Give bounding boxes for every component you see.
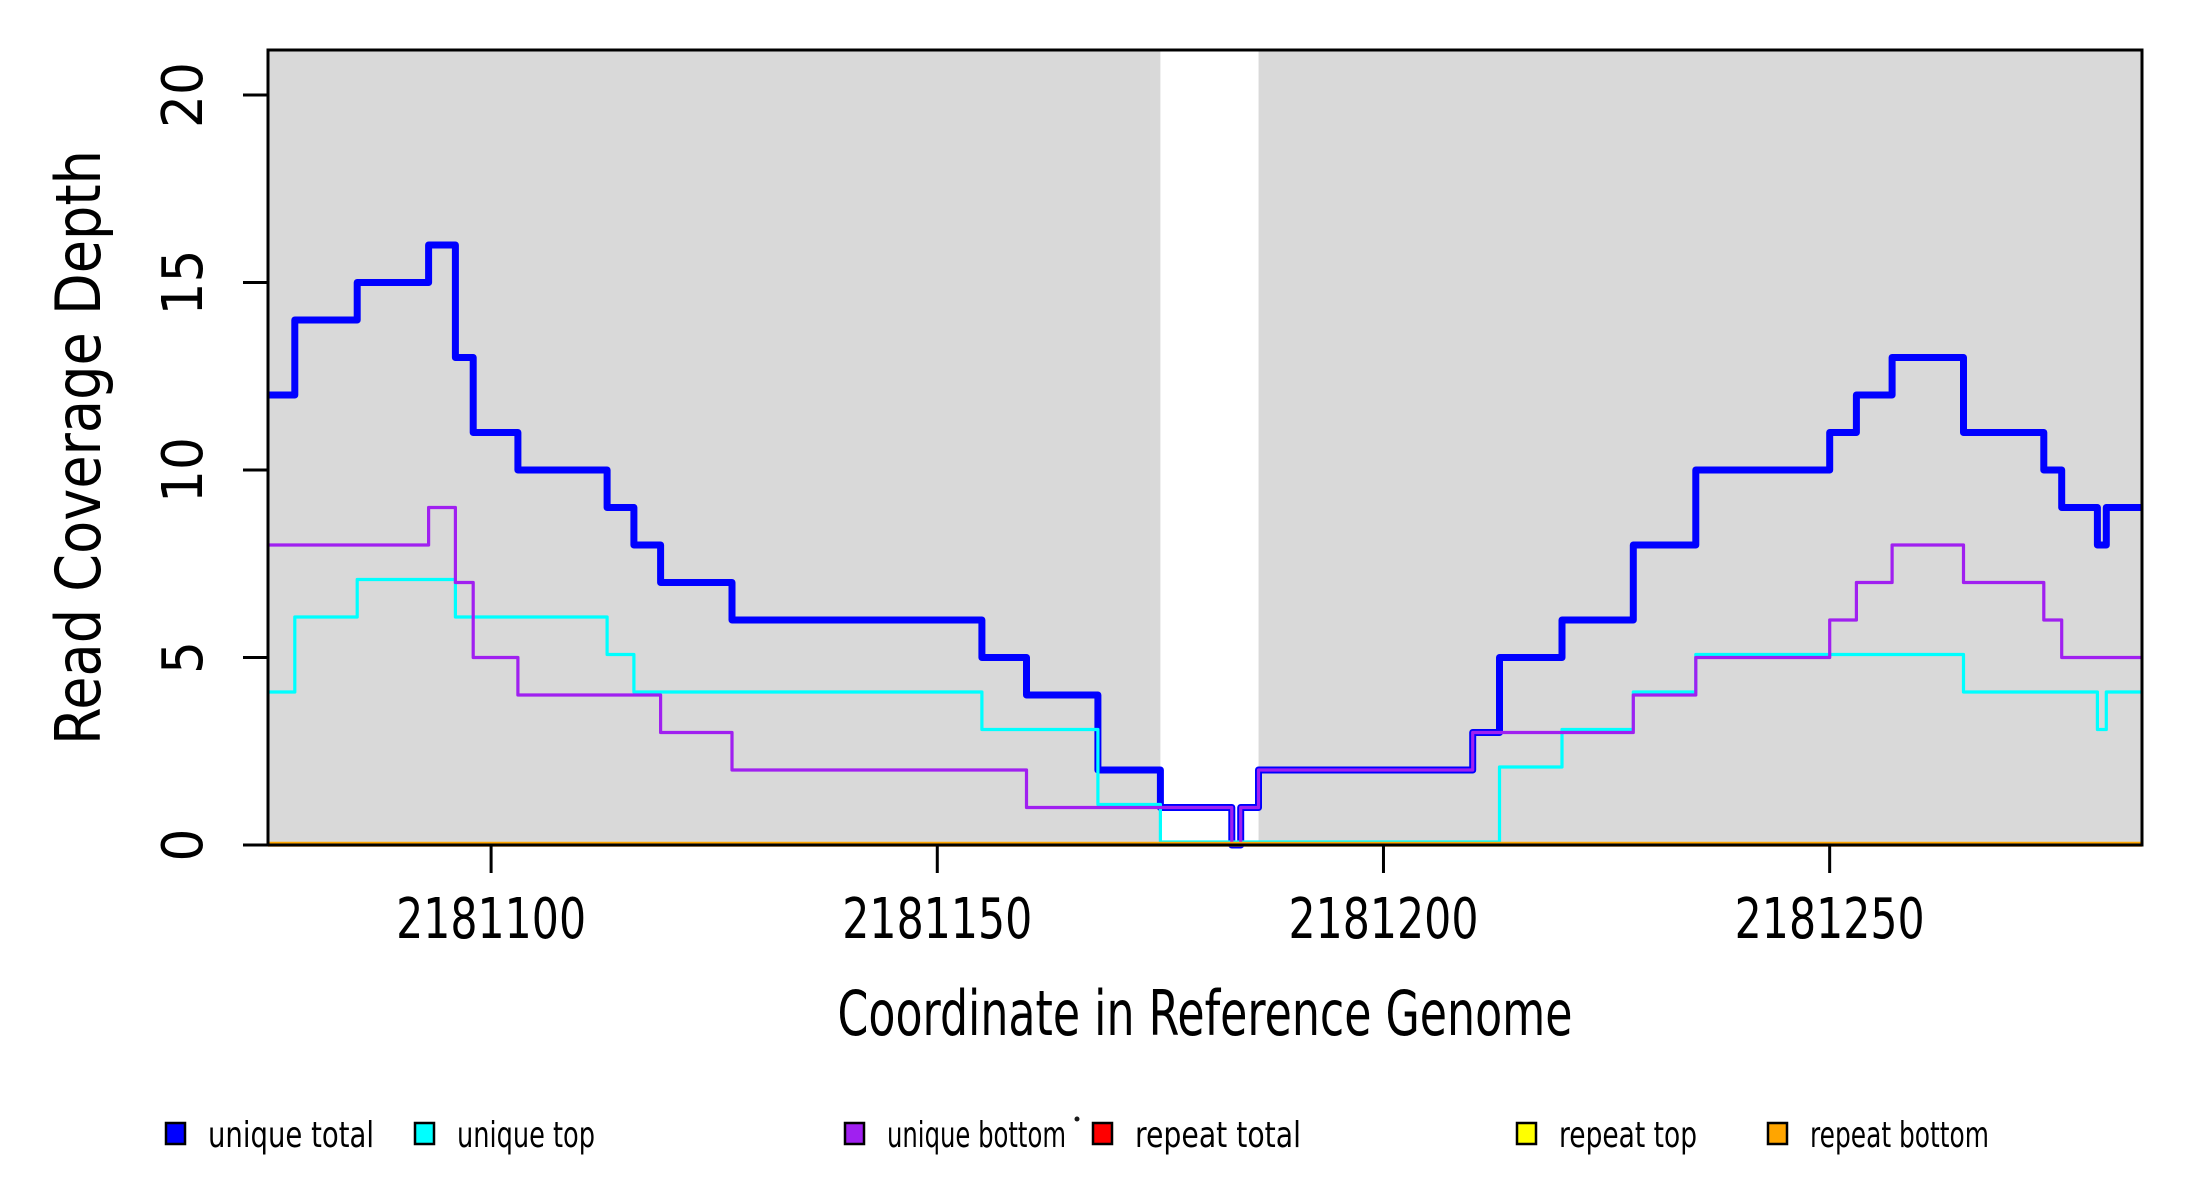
x-tick-label: 2181100 — [396, 887, 586, 952]
legend-swatch-unique-top — [413, 1121, 436, 1146]
legend-label-repeat-top: repeat top — [1559, 1115, 1697, 1156]
x-axis: 2181100 2181150 2181200 2181250 — [396, 845, 1925, 952]
legend-swatch-unique-bottom — [843, 1121, 866, 1146]
y-axis: 0 5 10 15 20 — [151, 62, 268, 862]
y-tick-label: 10 — [151, 437, 216, 503]
x-tick-label: 2181200 — [1288, 887, 1478, 952]
x-tick-label: 2181150 — [842, 887, 1032, 952]
legend-label-unique-bottom: unique bottom — [887, 1115, 1066, 1156]
series-unique-top — [268, 577, 2142, 844]
panel-bands — [268, 50, 2142, 845]
y-tick-label: 15 — [151, 250, 216, 316]
plot-border — [266, 48, 2144, 847]
legend-swatch-repeat-bottom — [1766, 1121, 1789, 1146]
legend: unique total unique top unique bottom repea… — [164, 1115, 1989, 1156]
y-tick-label: 20 — [151, 62, 216, 128]
y-tick-label: 5 — [151, 641, 216, 674]
x-axis-title: Coordinate in Reference Genome — [838, 977, 1573, 1050]
series-unique-bottom — [268, 505, 2142, 847]
legend-label-unique-top: unique top — [457, 1115, 595, 1156]
legend-dot-artifact — [1074, 1116, 1080, 1122]
legend-swatch-unique-total — [164, 1121, 187, 1146]
x-tick-label: 2181250 — [1735, 887, 1925, 952]
legend-label-unique-total: unique total — [208, 1115, 374, 1156]
legend-label-repeat-bottom: repeat bottom — [1810, 1115, 1989, 1156]
y-axis-title: Read Coverage Depth — [42, 150, 115, 745]
legend-swatch-repeat-top — [1515, 1121, 1538, 1146]
legend-label-repeat-total: repeat total — [1135, 1115, 1301, 1156]
panel-band — [1258, 50, 2142, 845]
panel-band — [268, 50, 1161, 845]
legend-swatch-repeat-total — [1091, 1121, 1114, 1146]
y-tick-label: 0 — [151, 829, 216, 862]
